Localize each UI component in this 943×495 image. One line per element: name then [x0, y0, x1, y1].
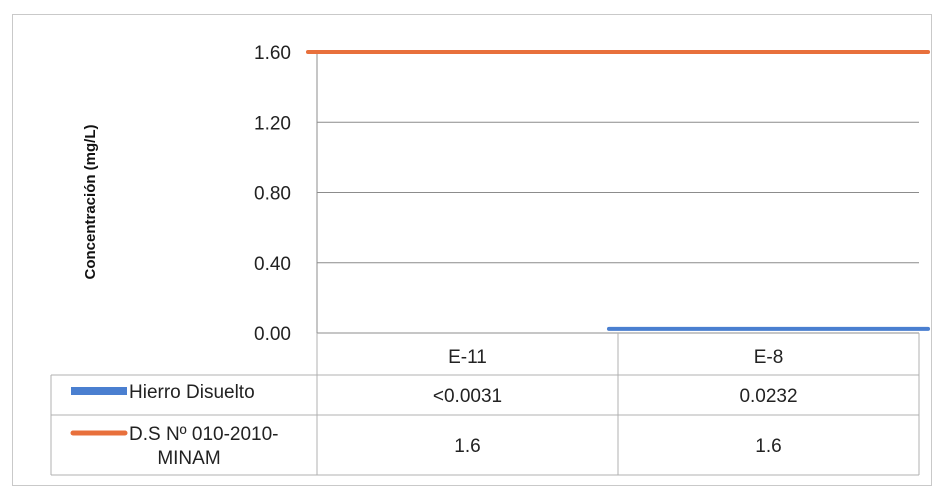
legend-key-hierro-disuelto [71, 387, 127, 395]
y-tick-labels: 1.60 1.20 0.80 0.40 0.00 [254, 43, 291, 345]
legend-label: MINAM [157, 448, 220, 469]
y-axis-label: Concentración (mg/L) [82, 124, 99, 279]
chart-container: 1.60 1.20 0.80 0.40 0.00 Concentración (mg/L… [12, 14, 932, 486]
legend-label: D.S Nº 010-2010- [129, 424, 279, 445]
y-tick-label: 0.00 [254, 324, 291, 345]
y-tick-label: 1.20 [254, 113, 291, 134]
data-table: E-11 E-8 Hierro Disuelto <0.0031 0.0232 D.S N… [50, 333, 920, 476]
y-tick-label: 0.80 [254, 184, 291, 205]
category-label: E-8 [754, 347, 784, 368]
line-chart: 1.60 1.20 0.80 0.40 0.00 Concentración (mg/L… [50, 43, 931, 476]
table-cell-value: 0.0232 [739, 386, 797, 407]
table-cell-value: 1.6 [755, 436, 781, 457]
category-label: E-11 [448, 347, 487, 368]
y-tick-label: 0.40 [254, 254, 291, 275]
table-cell-value: <0.0031 [433, 386, 502, 407]
y-tick-label: 1.60 [254, 43, 291, 64]
table-cell-value: 1.6 [454, 436, 480, 457]
legend-label: Hierro Disuelto [129, 382, 255, 403]
series-lines [305, 50, 931, 331]
gridlines [316, 51, 919, 375]
